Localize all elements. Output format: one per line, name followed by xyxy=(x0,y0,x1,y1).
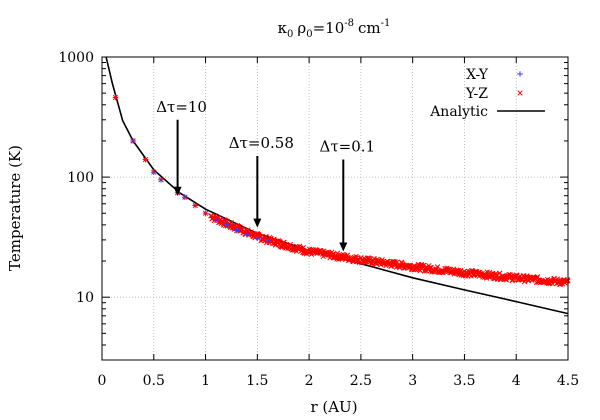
x-tick-label: 0 xyxy=(98,373,107,389)
legend: X-Y Y-Z Analytic xyxy=(429,67,545,120)
yz-point xyxy=(434,264,441,270)
yz-point xyxy=(270,241,276,247)
x-tick-label: 1 xyxy=(201,373,210,389)
axis-ticks: 0 0.5 1 1.5 2 2.5 3 3.5 4 4.5 10 100 1000 xyxy=(58,50,579,389)
xy-point xyxy=(254,235,261,241)
y-tick-label: 100 xyxy=(67,170,94,186)
xy-point xyxy=(233,227,240,234)
legend-label: X-Y xyxy=(466,67,489,83)
x-axis-label: r (AU) xyxy=(310,398,357,416)
annotation-label: Δτ=0.58 xyxy=(229,134,294,152)
xy-point xyxy=(213,217,219,223)
legend-marker-yz xyxy=(517,90,523,96)
xy-point xyxy=(150,169,157,175)
annotations: Δτ=10 Δτ=0.58 Δτ=0.1 xyxy=(156,98,375,252)
yz-point xyxy=(534,274,541,280)
plot-frame xyxy=(101,56,569,361)
y-tick-label: 10 xyxy=(76,290,94,306)
x-tick-label: 0.5 xyxy=(143,373,165,389)
annotation-arrow-head xyxy=(253,218,262,228)
legend-label: Y-Z xyxy=(465,86,488,102)
xy-point xyxy=(142,156,149,163)
xy-point xyxy=(202,210,209,217)
annotation-label: Δτ=0.1 xyxy=(320,138,376,156)
grid-lines xyxy=(102,57,568,360)
xy-point xyxy=(223,222,230,228)
xy-point xyxy=(244,232,250,238)
annotation-arrow-head xyxy=(173,186,182,196)
analytic-curve xyxy=(105,56,569,315)
annotation-arrow-head xyxy=(339,242,348,252)
xy-point xyxy=(182,194,188,201)
y-tick-label: 1000 xyxy=(58,50,94,66)
x-tick-label: 4 xyxy=(512,373,521,389)
xy-point xyxy=(158,176,164,183)
x-tick-label: 4.5 xyxy=(557,373,579,389)
x-tick-label: 2.5 xyxy=(350,373,372,389)
yz-point xyxy=(388,263,395,269)
yz-point xyxy=(300,244,306,251)
yz-point xyxy=(263,233,269,240)
legend-marker-xy xyxy=(517,71,523,77)
chart-title: κ0 ρ0=10-8 cm-1 xyxy=(278,18,391,40)
legend-label: Analytic xyxy=(429,104,488,120)
xy-point xyxy=(130,138,136,144)
x-tick-label: 1.5 xyxy=(246,373,268,389)
data-layer xyxy=(105,56,571,315)
xy-point xyxy=(264,237,271,244)
yz-point xyxy=(472,268,479,274)
xy-point xyxy=(112,94,119,101)
yz-point xyxy=(353,253,359,260)
yz-point xyxy=(245,227,251,233)
x-tick-label: 3.5 xyxy=(453,373,475,389)
x-tick-label: 3 xyxy=(408,373,417,389)
y-axis-label: Temperature (K) xyxy=(6,145,24,271)
x-tick-label: 2 xyxy=(305,373,314,389)
xy-point xyxy=(192,202,198,209)
annotation-label: Δτ=10 xyxy=(156,98,207,116)
